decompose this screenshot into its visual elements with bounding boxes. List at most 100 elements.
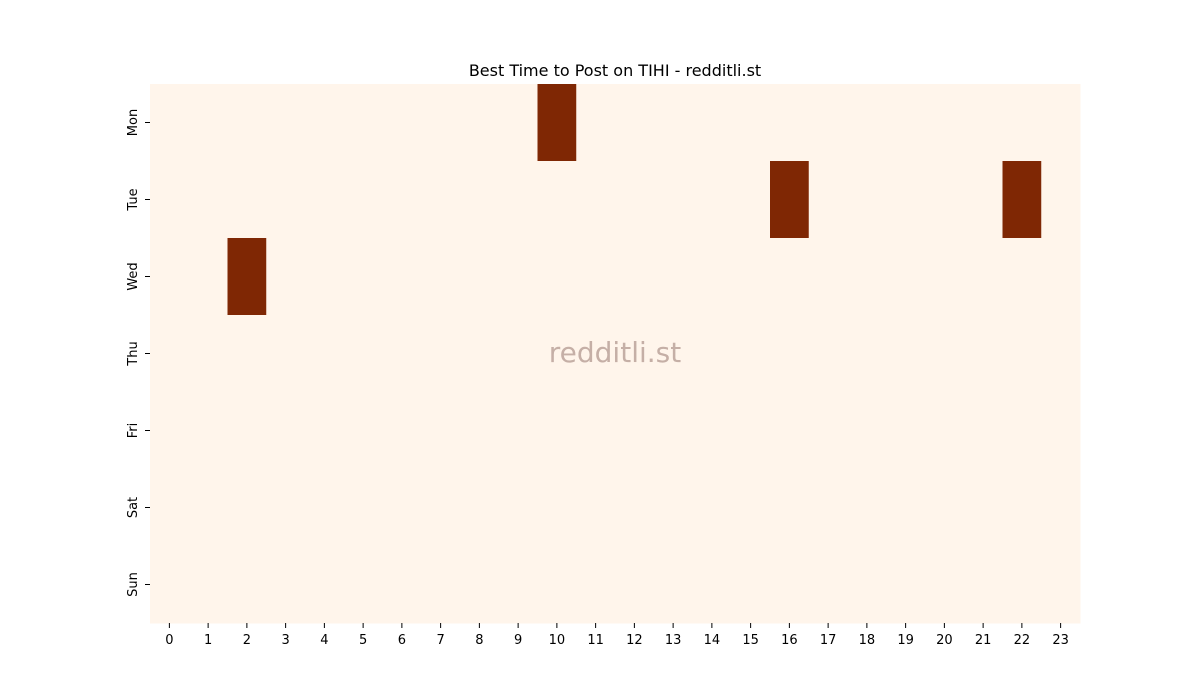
heatmap-cell-wed-20 xyxy=(925,238,965,316)
heatmap-cell-tue-22 xyxy=(1002,161,1042,239)
heatmap-cell-sun-6 xyxy=(382,546,422,624)
y-tick-label-mon: Mon xyxy=(126,109,141,136)
y-tick-label-thu: Thu xyxy=(126,341,141,366)
x-tick-label: 4 xyxy=(320,633,328,648)
heatmap-cell-fri-0 xyxy=(150,392,190,470)
x-tick-label: 15 xyxy=(742,633,759,648)
x-tick-label: 20 xyxy=(936,633,953,648)
heatmap-cell-wed-6 xyxy=(382,238,422,316)
heatmap-cell-wed-4 xyxy=(305,238,345,316)
heatmap-cell-sun-13 xyxy=(653,546,693,624)
heatmap-cell-tue-17 xyxy=(808,161,848,239)
heatmap-cell-wed-10 xyxy=(537,238,577,316)
x-tick-label: 6 xyxy=(398,633,406,648)
heatmap-cell-fri-10 xyxy=(537,392,577,470)
y-tick-label-fri: Fri xyxy=(126,423,141,439)
heatmap-cell-sun-23 xyxy=(1041,546,1081,624)
heatmap-cell-thu-21 xyxy=(963,315,1003,393)
heatmap-cell-sat-23 xyxy=(1041,469,1081,547)
watermark: redditli.st xyxy=(549,336,681,369)
heatmap-cell-sat-11 xyxy=(576,469,616,547)
heatmap-cell-tue-12 xyxy=(615,161,655,239)
heatmap-cell-sun-2 xyxy=(227,546,267,624)
x-tick-label: 10 xyxy=(549,633,566,648)
heatmap-cell-wed-0 xyxy=(150,238,190,316)
heatmap-cell-tue-10 xyxy=(537,161,577,239)
heatmap-cell-thu-15 xyxy=(731,315,771,393)
heatmap-cell-tue-21 xyxy=(963,161,1003,239)
x-tick-label: 21 xyxy=(975,633,992,648)
heatmap-cell-thu-8 xyxy=(460,315,500,393)
heatmap-cell-fri-17 xyxy=(808,392,848,470)
heatmap-cell-tue-5 xyxy=(343,161,383,239)
x-tick-label: 14 xyxy=(704,633,721,648)
x-tick-label: 7 xyxy=(436,633,444,648)
heatmap-cell-tue-13 xyxy=(653,161,693,239)
x-tick-label: 16 xyxy=(781,633,798,648)
heatmap-cell-wed-7 xyxy=(421,238,461,316)
heatmap-cell-fri-3 xyxy=(266,392,306,470)
heatmap-cell-fri-8 xyxy=(460,392,500,470)
heatmap-cell-fri-2 xyxy=(227,392,267,470)
heatmap-cell-wed-11 xyxy=(576,238,616,316)
heatmap-cell-fri-23 xyxy=(1041,392,1081,470)
heatmap-cell-thu-11 xyxy=(576,315,616,393)
heatmap-cell-sat-13 xyxy=(653,469,693,547)
heatmap-cell-sun-20 xyxy=(925,546,965,624)
heatmap-cell-wed-5 xyxy=(343,238,383,316)
x-tick-label: 22 xyxy=(1014,633,1031,648)
heatmap-cell-tue-0 xyxy=(150,161,190,239)
heatmap-cell-tue-7 xyxy=(421,161,461,239)
heatmap-cell-fri-21 xyxy=(963,392,1003,470)
x-tick-label: 8 xyxy=(475,633,483,648)
heatmap-cell-fri-7 xyxy=(421,392,461,470)
heatmap-cell-sat-3 xyxy=(266,469,306,547)
y-tick-label-sat: Sat xyxy=(126,497,141,518)
x-tick-label: 3 xyxy=(281,633,289,648)
heatmap-cell-wed-1 xyxy=(188,238,228,316)
heatmap-cell-mon-20 xyxy=(925,84,965,162)
heatmap-cell-sun-5 xyxy=(343,546,383,624)
heatmap-cell-tue-14 xyxy=(692,161,732,239)
heatmap-cell-wed-14 xyxy=(692,238,732,316)
heatmap-cell-mon-4 xyxy=(305,84,345,162)
heatmap-cell-mon-3 xyxy=(266,84,306,162)
heatmap-cell-tue-11 xyxy=(576,161,616,239)
heatmap-cell-sat-7 xyxy=(421,469,461,547)
heatmap-cell-wed-12 xyxy=(615,238,655,316)
x-tick-label: 1 xyxy=(204,633,212,648)
x-tick-label: 9 xyxy=(514,633,522,648)
heatmap-cell-fri-11 xyxy=(576,392,616,470)
heatmap-cell-thu-4 xyxy=(305,315,345,393)
heatmap-cell-tue-16 xyxy=(770,161,810,239)
heatmap-cell-wed-21 xyxy=(963,238,1003,316)
heatmap-cell-thu-0 xyxy=(150,315,190,393)
heatmap-cell-sun-22 xyxy=(1002,546,1042,624)
heatmap-cell-sat-8 xyxy=(460,469,500,547)
heatmap-cell-fri-16 xyxy=(770,392,810,470)
heatmap-cell-sun-10 xyxy=(537,546,577,624)
heatmap-cell-fri-19 xyxy=(886,392,926,470)
heatmap-cell-fri-13 xyxy=(653,392,693,470)
heatmap-cell-thu-6 xyxy=(382,315,422,393)
heatmap-cell-fri-6 xyxy=(382,392,422,470)
x-tick-label: 23 xyxy=(1052,633,1069,648)
heatmap-cell-fri-22 xyxy=(1002,392,1042,470)
heatmap-cell-sun-1 xyxy=(188,546,228,624)
heatmap-cell-thu-7 xyxy=(421,315,461,393)
heatmap-cell-thu-1 xyxy=(188,315,228,393)
x-tick-label: 2 xyxy=(243,633,251,648)
heatmap-cell-mon-8 xyxy=(460,84,500,162)
heatmap-cell-sat-19 xyxy=(886,469,926,547)
heatmap-cell-thu-23 xyxy=(1041,315,1081,393)
heatmap-cell-tue-2 xyxy=(227,161,267,239)
x-axis: 0 1 2 3 4 5 6 7 8 9 10 11 12 13 14 15 16 17 18 19 20 21 22 23 xyxy=(165,623,1069,648)
heatmap-cell-wed-9 xyxy=(498,238,538,316)
heatmap-cell-wed-22 xyxy=(1002,238,1042,316)
heatmap-cell-wed-16 xyxy=(770,238,810,316)
heatmap-cell-mon-18 xyxy=(847,84,887,162)
y-tick-label-sun: Sun xyxy=(126,572,141,597)
heatmap-cell-thu-10 xyxy=(537,315,577,393)
heatmap-cell-mon-10 xyxy=(537,84,577,162)
